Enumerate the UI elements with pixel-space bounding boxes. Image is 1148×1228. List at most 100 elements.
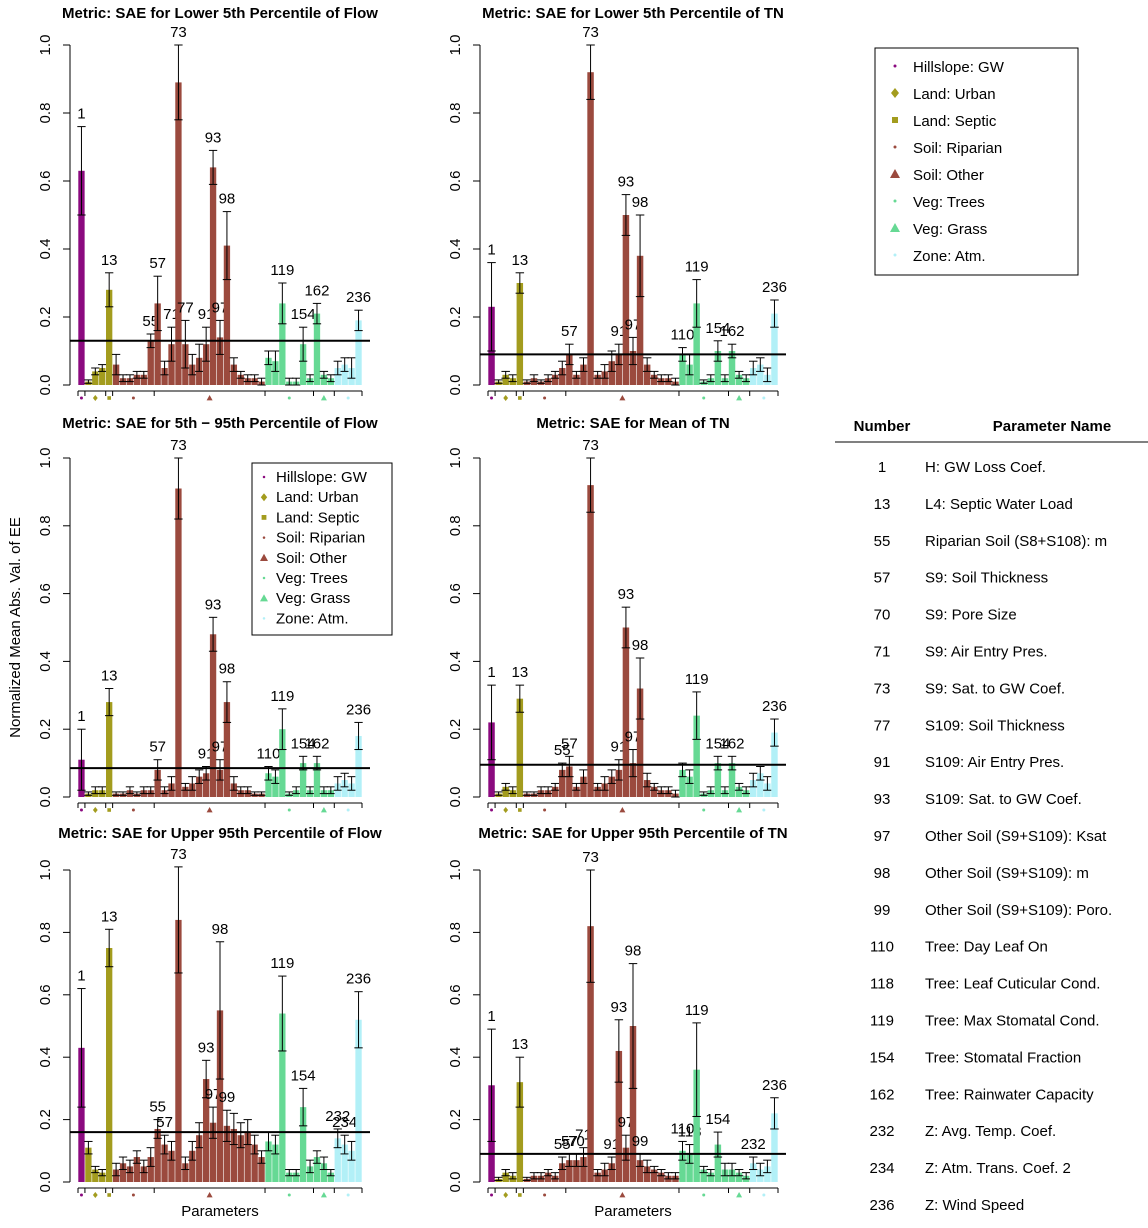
bar-label: 57 — [149, 255, 166, 272]
bar-label: 73 — [582, 849, 599, 866]
table-number: 77 — [874, 717, 891, 734]
bar — [265, 773, 272, 797]
bar — [348, 1150, 355, 1182]
bar — [341, 780, 348, 797]
bar — [516, 1082, 524, 1182]
bar-label: 119 — [270, 955, 294, 972]
bar — [209, 634, 217, 797]
bar-label: 70 — [568, 1133, 585, 1150]
bar — [735, 786, 743, 797]
table-name: S109: Soil Thickness — [925, 717, 1065, 734]
bar — [707, 1172, 715, 1182]
bar — [168, 1150, 175, 1182]
bar — [629, 763, 637, 797]
bar — [559, 1163, 566, 1182]
legend-marker — [543, 808, 547, 812]
legend-label: Veg: Grass — [276, 590, 350, 607]
bar — [551, 374, 559, 385]
bar-label: 1 — [77, 968, 85, 985]
legend-marker — [762, 396, 766, 400]
bar-label: 154 — [291, 1067, 316, 1084]
legend-marker — [736, 1192, 743, 1198]
bar — [622, 1147, 630, 1182]
bar — [244, 1132, 251, 1182]
legend-marker — [287, 1193, 291, 1197]
bar-label: 119 — [685, 259, 709, 276]
legend-marker — [762, 808, 766, 812]
bar — [196, 776, 203, 797]
legend-marker — [262, 536, 266, 539]
table-name: Z: Avg. Temp. Coef. — [925, 1123, 1056, 1140]
table-name: Tree: Day Leaf On — [925, 939, 1048, 956]
chart-title: Metric: SAE for Upper 95th Percentile of… — [478, 825, 787, 842]
legend-marker — [736, 807, 743, 813]
y-tick-label: 0.0 — [37, 375, 54, 396]
bar-label: 57 — [156, 1114, 173, 1131]
bar — [580, 1157, 587, 1182]
bar — [133, 1157, 141, 1182]
legend-marker — [702, 1193, 706, 1197]
chart-title: Metric: SAE for Lower 5th Percentile of … — [62, 5, 378, 22]
bar — [587, 485, 594, 797]
bar-label: 1 — [487, 242, 495, 259]
bar — [700, 1169, 707, 1182]
legend-marker — [107, 1193, 111, 1197]
table-number: 57 — [874, 570, 891, 587]
y-tick-label: 1.0 — [37, 35, 54, 56]
legend-marker — [762, 1193, 766, 1197]
legend-marker — [92, 1192, 98, 1198]
bar-label: 13 — [511, 252, 528, 269]
bar-label: 13 — [101, 668, 118, 685]
table-name: S109: Air Entry Pres. — [925, 754, 1064, 771]
legend-marker — [346, 396, 350, 400]
bar — [757, 773, 764, 797]
legend-marker — [260, 553, 268, 561]
bar — [355, 1019, 362, 1182]
legend-label: Zone: Atm. — [276, 610, 349, 627]
table-name: Other Soil (S9+S109): m — [925, 865, 1089, 882]
bar-label: 236 — [346, 971, 371, 988]
bar — [594, 374, 601, 385]
legend-marker — [79, 396, 83, 400]
bar — [629, 1026, 637, 1182]
bar — [679, 354, 686, 385]
legend-marker — [107, 396, 111, 400]
table-number: 13 — [874, 496, 891, 513]
bar — [764, 1166, 771, 1182]
bar — [161, 1144, 168, 1182]
legend-marker — [518, 808, 522, 812]
bar-label: 99 — [632, 1133, 649, 1150]
y-tick-label: 0.6 — [37, 171, 54, 192]
y-tick-label: 0.4 — [37, 1047, 54, 1068]
bar-label: 236 — [346, 289, 371, 306]
y-tick-label: 1.0 — [447, 35, 464, 56]
bar — [265, 357, 272, 385]
table-header: Parameter Name — [993, 418, 1111, 435]
bar — [573, 786, 580, 797]
bar — [636, 688, 644, 797]
table-number: 1 — [878, 459, 886, 476]
legend-marker — [320, 807, 327, 813]
bar — [154, 769, 161, 797]
legend-marker — [260, 594, 268, 602]
table-name: S109: Sat. to GW Coef. — [925, 791, 1082, 808]
bar — [735, 1172, 743, 1182]
bar-label: 98 — [632, 194, 649, 211]
y-tick-label: 0.4 — [37, 239, 54, 260]
bar — [175, 82, 182, 386]
bar-label: 154 — [705, 735, 730, 752]
bar — [551, 786, 559, 797]
bar-label: 57 — [561, 323, 578, 340]
y-tick-label: 0.2 — [37, 719, 54, 740]
legend-label: Hillslope: GW — [913, 59, 1005, 76]
legend-label: Veg: Trees — [276, 570, 348, 587]
bar — [650, 1169, 658, 1182]
legend-label: Soil: Other — [913, 167, 984, 184]
bar — [147, 1157, 154, 1182]
bar — [299, 1107, 307, 1182]
bar — [587, 926, 594, 1182]
table-name: Z: Wind Speed — [925, 1197, 1024, 1214]
bar — [566, 1160, 573, 1182]
bar — [78, 1047, 85, 1182]
table-name: L4: Septic Water Load — [925, 496, 1073, 513]
